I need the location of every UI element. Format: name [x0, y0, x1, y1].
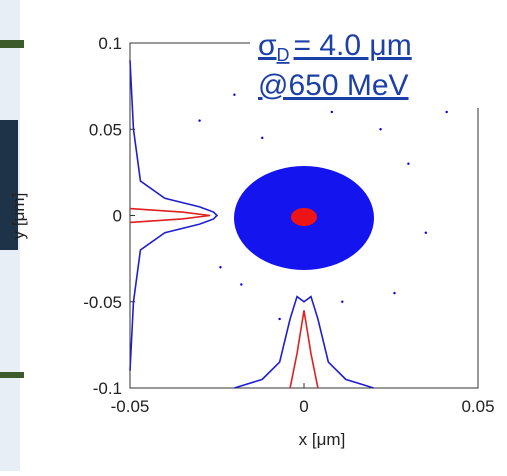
profile-line: [129, 207, 211, 224]
point: [219, 266, 222, 269]
y-tick-label: 0.05: [89, 120, 122, 139]
y-axis-label: y [μm]: [9, 193, 28, 240]
point: [330, 110, 334, 114]
x-tick-label: -0.05: [111, 397, 150, 416]
point: [393, 291, 396, 295]
annotation-box: [250, 0, 490, 108]
profile-line: [289, 310, 319, 389]
point: [233, 93, 236, 96]
annotation-symbol: σ: [258, 29, 277, 62]
profile-line: [234, 295, 374, 389]
point: [198, 119, 201, 122]
x-tick-label: 0: [299, 397, 308, 416]
point: [445, 110, 448, 114]
point: [424, 231, 427, 234]
annotation-text: = 4.0 μm: [294, 29, 412, 62]
profile-line: [129, 60, 219, 371]
beam-core: [291, 208, 317, 226]
y-tick-label: 0: [113, 207, 122, 226]
point: [261, 136, 264, 140]
side-decoration: [0, 40, 24, 48]
x-axis-label: x [μm]: [299, 430, 346, 449]
side-image: [0, 120, 18, 250]
annotation: σD = 4.0 μm: [258, 29, 412, 65]
annotation: @650 MeV: [258, 69, 409, 102]
point: [379, 128, 382, 131]
point: [240, 283, 243, 286]
point: [341, 300, 344, 303]
y-tick-label: -0.1: [93, 379, 122, 398]
annotation-subscript: D: [277, 45, 290, 65]
y-tick-label: 0.1: [98, 34, 122, 53]
y-tick-label: -0.05: [83, 293, 122, 312]
side-decoration: [0, 372, 24, 378]
x-tick-label: 0.05: [461, 397, 494, 416]
point: [407, 162, 410, 165]
point: [278, 317, 281, 321]
